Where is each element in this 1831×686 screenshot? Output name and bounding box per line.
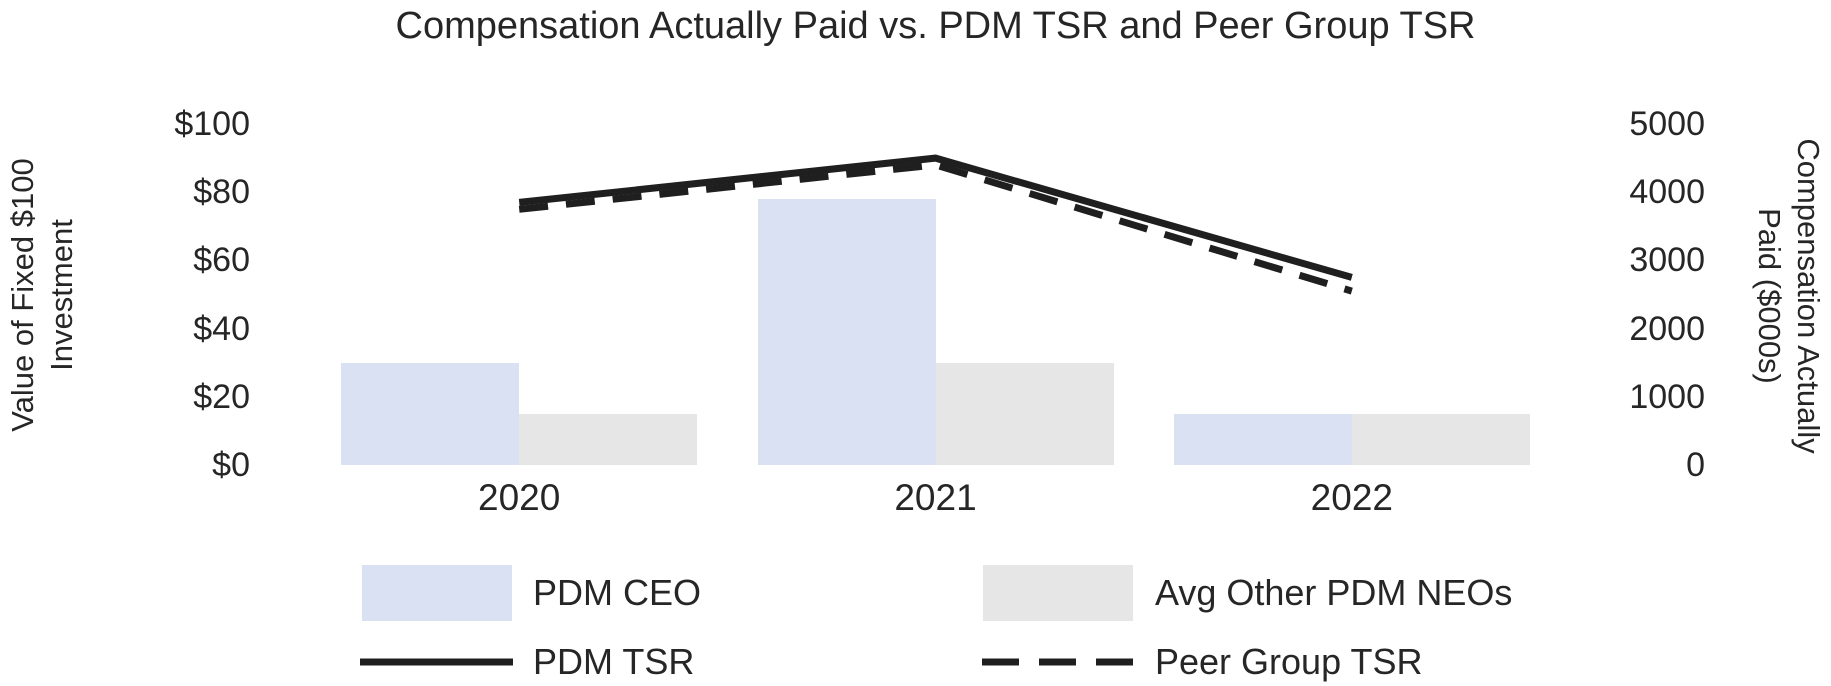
x-category-label-2020: 2020 [478,477,561,518]
left-tick-label: $0 [212,446,250,484]
legend-swatch-avg-other-pdm-neos [983,565,1133,621]
left-tick-label: $100 [174,105,250,143]
bar-avg-other-pdm-neos-2020 [519,413,698,465]
left-tick-label: $60 [193,241,250,280]
left-tick-label: $20 [193,377,250,416]
legend-label-pdm-tsr: PDM TSR [533,641,695,682]
chart-title: Compensation Actually Paid vs. PDM TSR a… [395,5,1476,47]
left-axis-title-line1: Value of Fixed $100 [5,158,40,432]
right-axis-title: Compensation Actually Paid ($000s) [1750,96,1828,496]
peer-group-tsr-line [518,161,1353,295]
legend-swatch-pdm-ceo [362,565,512,621]
plot-area [311,124,1560,465]
right-tick-label: 4000 [1629,173,1705,212]
lines-layer [518,154,1353,295]
legend-label-avg-other-pdm-neos: Avg Other PDM NEOs [1155,572,1513,613]
legend-line-peer-group-tsr [982,658,1134,666]
right-tick-label: 5000 [1629,105,1705,143]
legend-line-pdm-tsr [360,658,513,666]
x-category-label-2021: 2021 [894,477,977,518]
right-tick-label: 2000 [1629,309,1705,348]
x-category-label-2022: 2022 [1310,477,1393,518]
right-tick-label: 1000 [1629,377,1705,416]
right-tick-label: 3000 [1629,241,1705,280]
right-tick-label: 0 [1686,446,1705,484]
pdm-tsr-line [518,154,1353,281]
bar-avg-other-pdm-neos-2021 [935,362,1114,465]
legend-label-peer-group-tsr: Peer Group TSR [1155,641,1423,682]
left-tick-label: $40 [193,309,250,348]
left-axis-title-line2: Investment [44,219,79,371]
legend-label-pdm-ceo: PDM CEO [533,572,702,613]
right-axis-title-line2: Paid ($000s) [1752,208,1787,384]
left-tick-label: $80 [193,173,250,212]
bar-pdm-ceo-2020 [341,362,520,465]
left-axis-title: Value of Fixed $100 Investment [3,95,81,495]
right-axis-title-line1: Compensation Actually [1791,138,1826,454]
bar-avg-other-pdm-neos-2022 [1351,413,1530,465]
bar-pdm-ceo-2022 [1173,413,1352,465]
bar-pdm-ceo-2021 [757,199,936,465]
